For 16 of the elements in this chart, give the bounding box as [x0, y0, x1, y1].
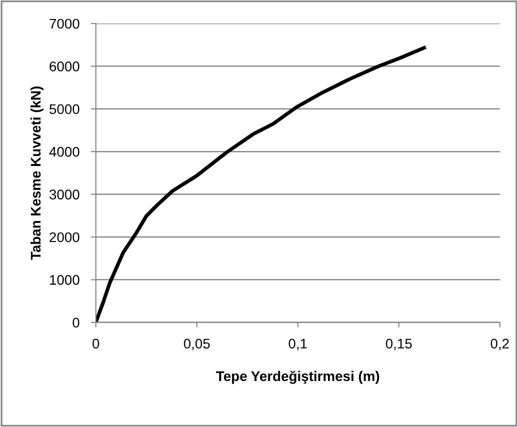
x-tick-label: 0,15: [386, 338, 412, 350]
x-tick-label: 0: [92, 338, 100, 349]
x-tick-label: 0,2: [490, 338, 509, 350]
x-tick-label: 0,1: [288, 338, 307, 350]
y-tick-label: 0: [72, 318, 80, 328]
y-tick-label: 1000: [50, 275, 80, 285]
y-tick-label: 6000: [50, 62, 80, 72]
x-tick-label: 0,05: [184, 338, 210, 350]
y-tick-label: 3000: [49, 190, 80, 200]
line-series: [96, 46, 426, 322]
y-axis-title: Taban Kesme Kuvveti (kN): [30, 86, 44, 260]
y-tick-label: 5000: [50, 104, 80, 114]
y-tick-label: 7000: [50, 18, 80, 29]
y-tick-label: 2000: [50, 232, 80, 242]
y-tick-label: 4000: [49, 146, 80, 157]
x-axis-title: Tepe Yerdeğiştirmesi (m): [216, 370, 380, 384]
